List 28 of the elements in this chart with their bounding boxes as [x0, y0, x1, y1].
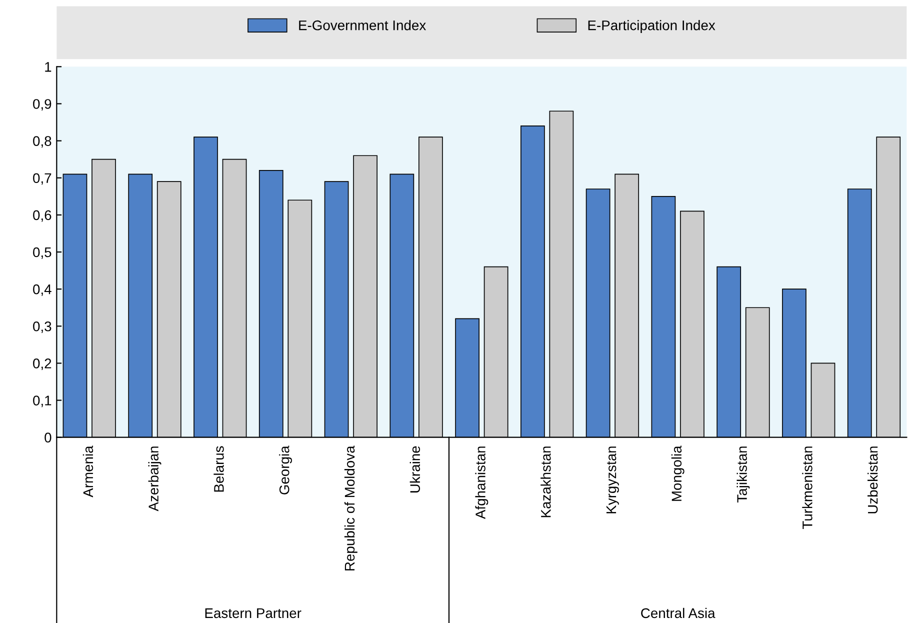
- y-tick-label: 0,4: [33, 284, 52, 296]
- x-tick-label: Ukraine: [410, 446, 420, 492]
- y-tick-label: 0,5: [33, 247, 52, 259]
- y-tick-label: 1: [45, 62, 52, 72]
- y-tick-label: 0,8: [33, 136, 52, 148]
- y-tick-label: 0,1: [33, 396, 52, 408]
- y-tick-label: 0,7: [33, 173, 52, 185]
- legend-label: E-Participation Index: [588, 20, 716, 33]
- x-tick-label: Azerbaijan: [148, 446, 162, 512]
- x-tick-label: Mongolia: [671, 446, 684, 501]
- y-tick-label: 0,2: [33, 358, 52, 370]
- text: Central Asia: [641, 608, 716, 618]
- x-tick-label: Kazakhstan: [540, 446, 551, 518]
- x-tick-label: Georgia: [279, 446, 292, 494]
- x-tick-label: Uzbekistan: [868, 446, 878, 514]
- x-tick-label: Kyrgyzstan: [606, 446, 619, 514]
- x-tick-label: Belarus: [214, 446, 224, 492]
- y-tick-label: 0: [44, 432, 52, 443]
- x-tick-label: Afghanistan: [475, 446, 488, 520]
- legend-label: E-Government Index: [299, 20, 426, 30]
- y-tick-label: 0,9: [33, 99, 52, 111]
- x-tick-label: Republic of Moldova: [344, 446, 358, 570]
- x-tick-label: Turkmenistan: [802, 446, 812, 529]
- y-tick-label: 0,6: [33, 210, 52, 222]
- x-tick-label: Tajikistan: [736, 446, 750, 502]
- x-tick-label: Armenia: [82, 446, 94, 498]
- y-tick-label: 0,3: [33, 321, 52, 333]
- text: Eastern Partner: [205, 608, 302, 618]
